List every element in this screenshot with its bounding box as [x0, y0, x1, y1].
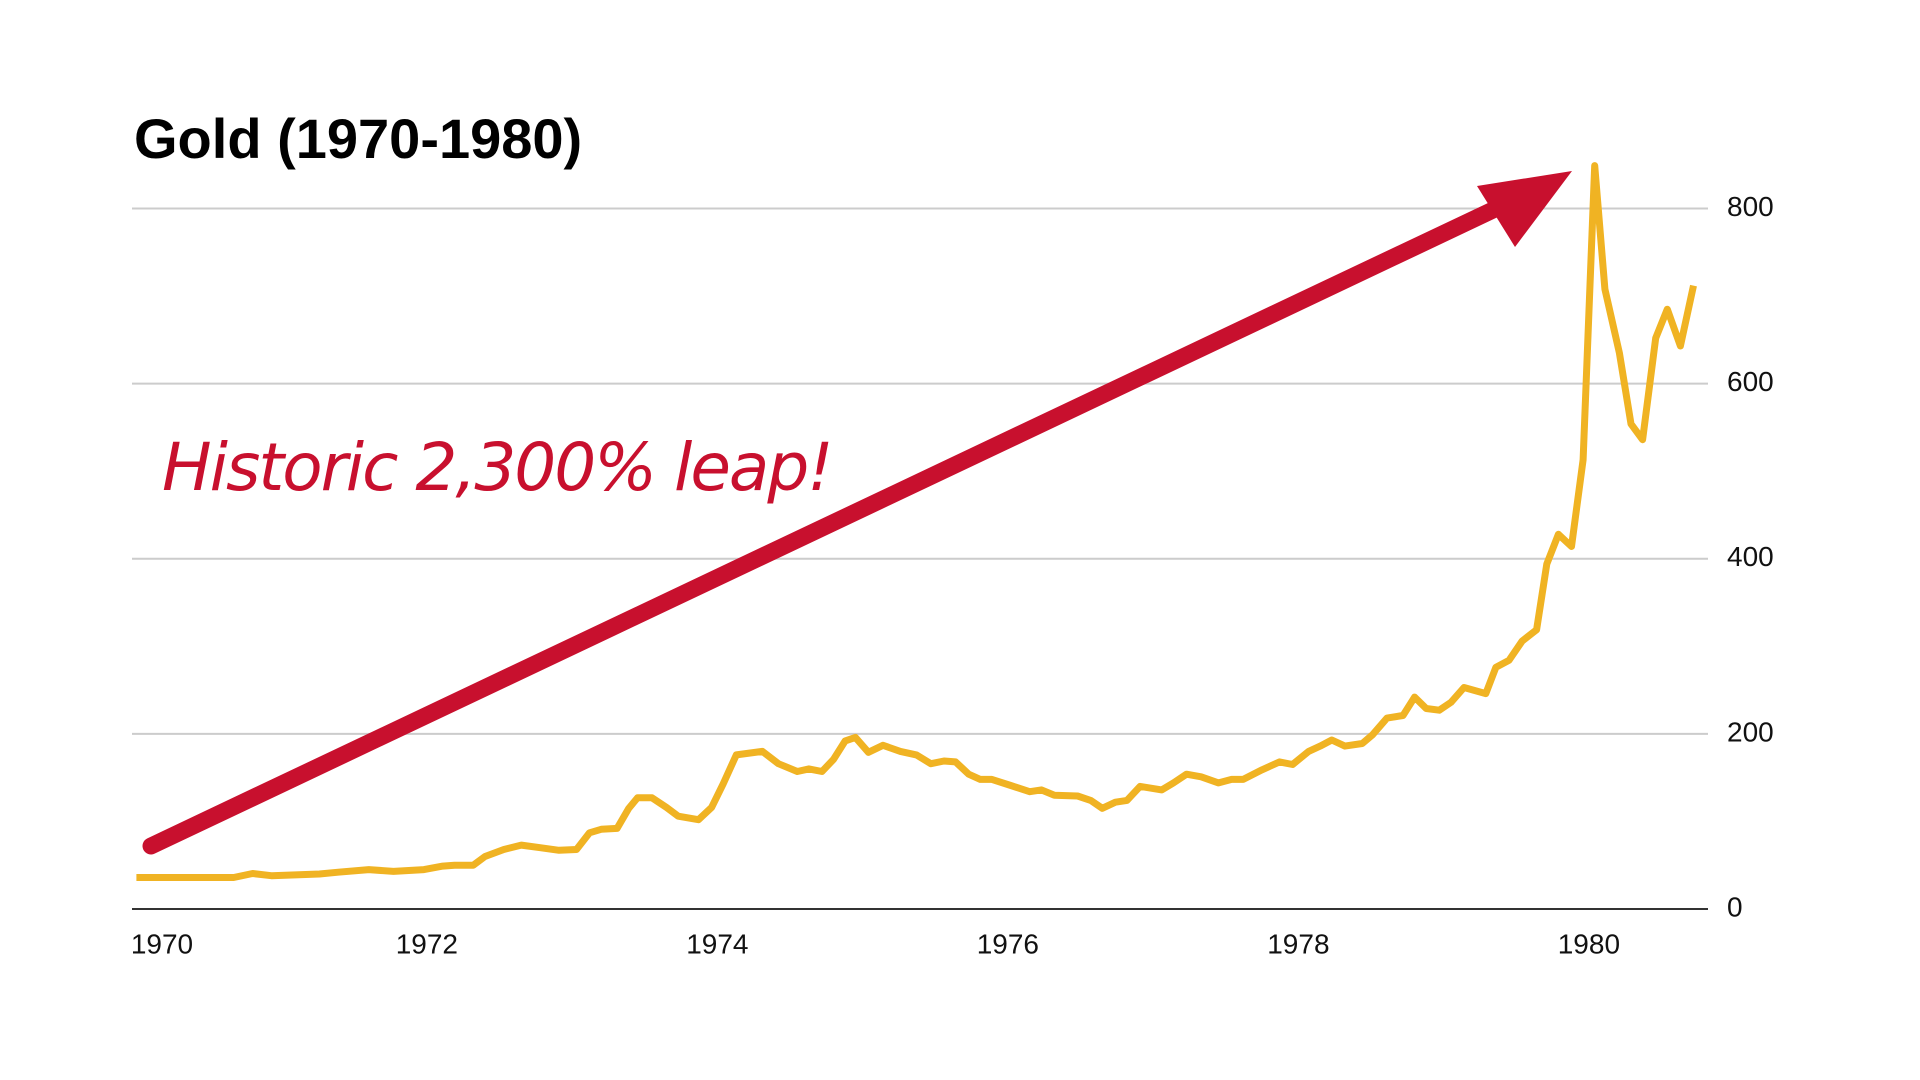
- x-tick-label: 1970: [131, 928, 193, 959]
- y-tick-label: 400: [1727, 541, 1774, 572]
- arrow-shaft: [142, 192, 1521, 855]
- chart-title: Gold (1970-1980): [134, 107, 582, 170]
- x-tick-label: 1978: [1267, 928, 1329, 959]
- arrow-head: [1477, 171, 1572, 247]
- annotation: Historic 2,300% leap!: [162, 429, 832, 506]
- y-tick-label: 600: [1727, 366, 1774, 397]
- arrow: [142, 171, 1572, 855]
- price-line: [136, 162, 1697, 881]
- y-tick-label: 0: [1727, 891, 1743, 922]
- x-tick-label: 1974: [686, 928, 748, 959]
- y-tick-label: 800: [1727, 191, 1774, 222]
- plot-area: 0 200 400 600 800 1970 1972 1974 1976 1978 1980: [131, 162, 1774, 959]
- x-tick-label: 1972: [396, 928, 458, 959]
- x-tick-label: 1980: [1558, 928, 1620, 959]
- y-tick-label: 200: [1727, 716, 1774, 747]
- x-tick-label: 1976: [977, 928, 1039, 959]
